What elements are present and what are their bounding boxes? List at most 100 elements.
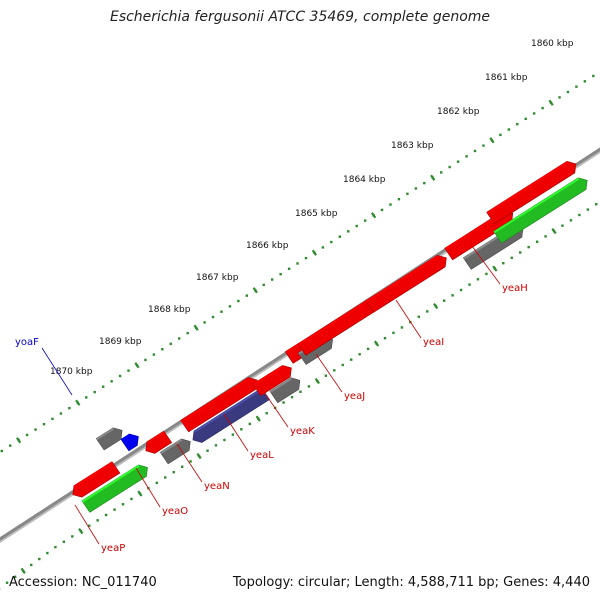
- inner-tick-dot: [510, 256, 513, 260]
- inner-tick-dot: [544, 235, 547, 238]
- inner-tick-dot: [121, 503, 125, 506]
- outer-tick-dot: [558, 96, 561, 99]
- outer-tick-dot: [220, 310, 223, 313]
- feature-highlight-1: [81, 464, 140, 503]
- inner-tick-dot: [155, 481, 159, 485]
- gene-labels: yeaH yeaI yeaJ yeaK yeaL yeaN yeaO yeaP yoaF: [15, 245, 528, 554]
- inner-tick-dot: [502, 261, 505, 265]
- outer-tick-dot: [406, 192, 409, 196]
- outer-tick-dot: [93, 390, 96, 394]
- outer-tick-dot: [389, 203, 392, 206]
- inner-tick-dot: [366, 347, 370, 351]
- scale-label: 1870 kbp: [50, 367, 93, 377]
- outer-tick-dot: [203, 321, 206, 324]
- scale-label: 1869 kbp: [99, 337, 142, 347]
- gene-label: yeaI: [423, 337, 444, 348]
- outer-tick-dot: [186, 331, 189, 335]
- outer-tick-major: [193, 324, 199, 331]
- inner-tick-dot: [561, 224, 564, 227]
- outer-tick-major: [16, 437, 22, 444]
- outer-tick-dot: [499, 133, 502, 137]
- outer-tick-dot: [101, 385, 105, 388]
- outer-tick-dot: [575, 85, 578, 88]
- gene-leader: [471, 245, 501, 285]
- inner-tick-dot: [130, 497, 133, 501]
- feature-highlight-8: [285, 343, 299, 354]
- outer-tick-dot: [161, 348, 164, 351]
- inner-tick-dot: [248, 422, 251, 426]
- inner-tick-dot: [71, 535, 74, 538]
- inner-tick-dot: [476, 278, 480, 281]
- inner-tick-dot: [341, 363, 344, 367]
- outer-tick-dot: [237, 299, 240, 303]
- inner-tick-dot: [290, 395, 294, 399]
- gene-label: yeaP: [101, 543, 125, 554]
- outer-tick-major: [252, 287, 258, 294]
- outer-tick-dot: [262, 283, 265, 287]
- inner-tick-dot: [113, 508, 116, 511]
- backbone-shadow: [0, 147, 600, 544]
- gene-leader: [41, 347, 73, 396]
- inner-tick-dot: [358, 353, 361, 356]
- outer-tick-dot: [423, 181, 426, 185]
- outer-tick-dot: [68, 406, 71, 410]
- inner-tick-major: [433, 302, 439, 310]
- inner-tick-major: [255, 415, 261, 422]
- outer-tick-dot: [414, 187, 418, 190]
- inner-tick-dot: [282, 401, 285, 404]
- inner-tick-dot: [172, 470, 175, 474]
- outer-tick-dot: [228, 305, 232, 308]
- outer-tick-dot: [178, 337, 181, 340]
- gene-label: yeaK: [290, 426, 315, 437]
- inner-tick-dot: [324, 374, 328, 377]
- inner-tick-major: [551, 227, 557, 235]
- outer-tick-dot: [330, 240, 333, 244]
- feature-highlight-5: [194, 388, 263, 433]
- outer-tick-dot: [110, 380, 113, 383]
- feature-highlight-14: [486, 161, 569, 214]
- feature-highlight-15: [493, 177, 580, 234]
- inner-tick-dot: [417, 315, 421, 318]
- outer-tick-dot: [363, 219, 367, 222]
- outer-tick-dot: [287, 267, 291, 271]
- gene-leader: [395, 299, 422, 339]
- inner-tick-dot: [206, 449, 209, 452]
- inner-tick-major: [196, 452, 202, 460]
- gene-leader: [74, 504, 100, 545]
- inner-tick-dot: [468, 283, 471, 286]
- feature-highlight-17: [121, 433, 131, 441]
- outer-tick-dot: [592, 74, 595, 78]
- outer-tick-dot: [380, 208, 384, 212]
- outer-tick-major: [75, 399, 81, 406]
- outer-tick-dot: [321, 246, 325, 249]
- feature-highlight-3: [160, 438, 183, 454]
- inner-tick-dot: [214, 444, 218, 447]
- feature-highlight-10: [297, 295, 376, 346]
- inner-tick-dot: [459, 288, 463, 292]
- outer-tick-dot: [211, 315, 215, 319]
- backbone-line: [0, 147, 600, 541]
- outer-tick-dot: [541, 106, 544, 110]
- scale-label: 1864 kbp: [343, 175, 386, 185]
- feature-2: [145, 430, 173, 454]
- genome-summary-text: Topology: circular; Length: 4,588,711 bp…: [232, 575, 590, 590]
- inner-tick-dot: [383, 336, 387, 340]
- outer-tick-dot: [9, 444, 12, 447]
- scale-label: 1861 kbp: [485, 73, 528, 83]
- inner-tick-dot: [400, 326, 404, 329]
- scale-label: 1866 kbp: [246, 241, 289, 251]
- inner-tick-dot: [240, 428, 243, 431]
- feature-14: [486, 160, 577, 225]
- gene-label: yoaF: [15, 337, 39, 348]
- inner-tick-dot: [442, 299, 446, 302]
- inner-tick-dot: [451, 294, 454, 297]
- feature-17: [120, 433, 139, 452]
- inner-tick-major: [492, 265, 498, 272]
- inner-tick-dot: [527, 245, 530, 249]
- outer-tick-dot: [0, 449, 3, 453]
- scale-label: 1867 kbp: [196, 273, 239, 283]
- outer-tick-dot: [440, 171, 443, 174]
- gene-label: yeaN: [204, 481, 230, 492]
- inner-tick-dot: [180, 465, 184, 468]
